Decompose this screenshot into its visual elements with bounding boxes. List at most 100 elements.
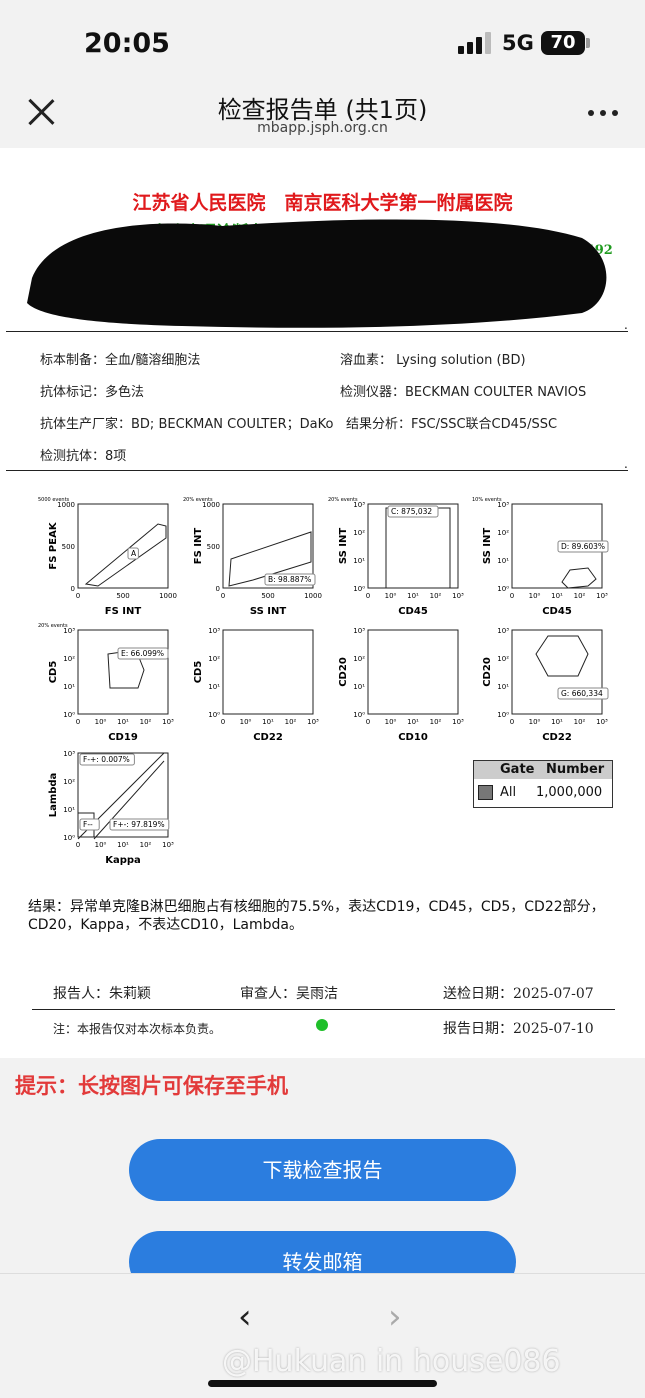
x-axis-label: CD22	[542, 732, 572, 743]
report-image[interactable]: 江苏省人民医院 南京医科大学第一附属医院 血液病理诊断中心 流式细胞免疫分型报告…	[0, 148, 645, 1058]
gate-tag: E: 66.099%	[121, 649, 164, 658]
x-axis-label: CD22	[253, 732, 283, 743]
tick-label: 10³	[596, 592, 608, 600]
x-axis-label: FS INT	[105, 606, 142, 617]
tick-label: 10¹	[551, 718, 563, 726]
events-label: 20% events	[328, 497, 358, 503]
tick-label: 10³	[452, 592, 464, 600]
events-label: 20% events	[38, 623, 68, 629]
tick-label: 0	[366, 718, 370, 726]
tick-label: 10²	[574, 718, 586, 726]
tick-label: 0	[366, 592, 370, 600]
divider	[6, 470, 628, 471]
more-icon[interactable]	[588, 110, 618, 118]
tick-label: 10³	[307, 718, 319, 726]
y-axis-label: SS INT	[338, 528, 349, 565]
gate-tag: C: 875,032	[391, 507, 432, 516]
tick-label: 10²	[497, 655, 509, 663]
tick-label: 0	[221, 592, 225, 600]
tick-label: 10⁰	[529, 592, 541, 600]
plot-frame	[222, 629, 314, 715]
gate-tag-box	[127, 547, 139, 560]
tick-label: 10¹	[63, 683, 75, 691]
tick-label: 10³	[162, 841, 174, 849]
legend-row: All 1,000,000	[474, 781, 612, 803]
battery-tip	[586, 38, 590, 48]
watermark: @Hukuan in house086	[222, 1344, 561, 1379]
y-axis-label: SS INT	[482, 528, 493, 565]
gate-tag-box	[117, 647, 169, 660]
battery-icon: 70	[541, 31, 585, 55]
gate-tag: F-+: 0.007%	[83, 755, 130, 764]
tick-label: 10³	[63, 750, 75, 758]
plot-frame	[77, 503, 169, 589]
download-report-button[interactable]: 下载检查报告	[129, 1139, 516, 1201]
forward-arrow-icon[interactable]: ›	[388, 1297, 402, 1337]
tick-label: 10⁰	[240, 718, 252, 726]
page-url: mbapp.jsph.org.cn	[257, 120, 388, 136]
gate-tag: F--	[83, 820, 93, 829]
gate-tag: D: 89.603%	[561, 542, 605, 551]
status-time: 20:05	[84, 28, 170, 59]
tick-label: 10²	[353, 529, 365, 537]
legend-col-number: Number	[546, 762, 605, 777]
legend-col-gate: Gate	[500, 762, 535, 777]
tick-label: 10³	[596, 718, 608, 726]
y-axis-label: Lambda	[48, 773, 59, 818]
tick-label: 10¹	[208, 683, 220, 691]
tick-label: 10⁰	[63, 834, 75, 842]
events-label: 5000 events	[38, 497, 70, 503]
tick-label: 10³	[497, 627, 509, 635]
info-maker: 抗体生产厂家：BD; BECKMAN COULTER；DaKo	[40, 417, 334, 432]
legend-gate-name: All	[500, 785, 517, 800]
info-instrument: 检测仪器：BECKMAN COULTER NAVIOS	[340, 385, 587, 400]
back-arrow-icon[interactable]: ‹	[238, 1297, 252, 1337]
tick-label: 10⁰	[353, 585, 365, 593]
x-axis-label: CD45	[398, 606, 428, 617]
plot-frame	[367, 629, 459, 715]
tick-label: 10¹	[353, 557, 365, 565]
tick-label: 0	[76, 592, 80, 600]
divider	[6, 331, 628, 332]
tick-label: 1000	[159, 592, 177, 600]
tick-label: 10²	[63, 655, 75, 663]
gate-polygon	[561, 567, 597, 589]
tick-label: 10²	[63, 778, 75, 786]
tick-label: 500	[261, 592, 274, 600]
divider-dot: .	[624, 318, 628, 332]
gate-tag: B: 98.887%	[268, 575, 311, 584]
y-axis-label: CD20	[338, 657, 349, 687]
scatter-plot: 0 10⁰ 10¹ 10² 10³10⁰10¹10²10³KappaLambdaF+-:…	[48, 750, 174, 866]
divider-dot: .	[624, 457, 628, 471]
home-indicator[interactable]	[208, 1380, 437, 1387]
tick-label: 10¹	[407, 592, 419, 600]
x-axis-label: Kappa	[105, 855, 141, 866]
gate-legend: Gate Number All 1,000,000	[473, 760, 613, 808]
y-axis-label: FS PEAK	[48, 521, 59, 569]
tick-label: 10¹	[407, 718, 419, 726]
save-tip: 提示：长按图片可保存至手机	[15, 1074, 288, 1098]
result-text: 结果：异常单克隆B淋巴细胞占有核细胞的75.5%，表达CD19，CD45，CD5…	[28, 899, 605, 933]
tick-label: 10⁰	[497, 585, 509, 593]
tick-label: 0	[510, 592, 514, 600]
tick-label: 500	[62, 543, 75, 551]
info-specimen: 标本制备：全血/髓溶细胞法	[40, 353, 201, 368]
browser-toolbar: ‹ › @Hukuan in house086	[0, 1273, 645, 1398]
tick-label: 10²	[140, 718, 152, 726]
tick-label: 10³	[497, 501, 509, 509]
stamp-dot	[316, 1019, 328, 1031]
reporter: 报告人：朱莉颖	[53, 986, 151, 1002]
tick-label: 0	[76, 718, 80, 726]
gate-polygon	[535, 635, 589, 677]
tick-label: 10⁰	[208, 711, 220, 719]
tick-label: 10⁰	[95, 841, 107, 849]
page-title: 检查报告单 (共1页)	[217, 96, 428, 124]
plot-frame	[367, 503, 459, 589]
x-axis-label: CD19	[108, 732, 138, 743]
gate-tag: G: 660,334	[561, 689, 603, 698]
y-axis-label: CD20	[482, 657, 493, 687]
tick-label: 10¹	[497, 557, 509, 565]
network-type: 5G	[502, 31, 534, 55]
